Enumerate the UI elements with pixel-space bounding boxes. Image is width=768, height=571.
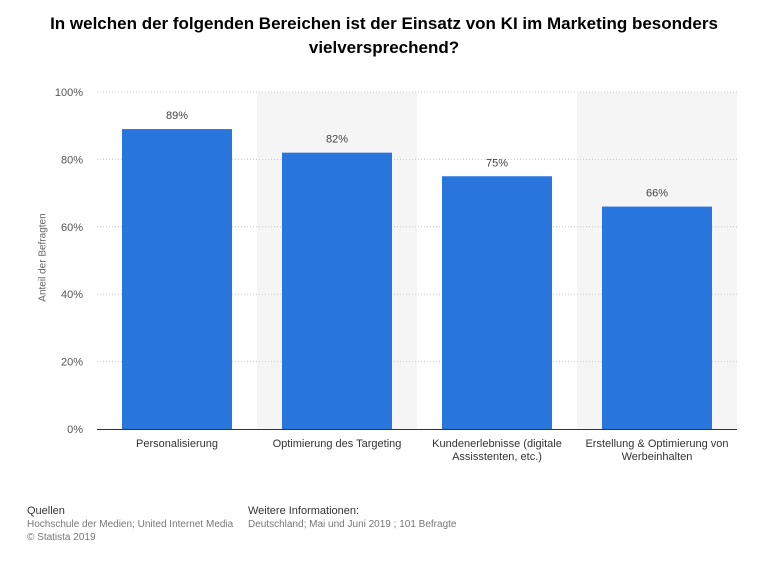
y-tick-label: 100% bbox=[55, 87, 83, 99]
bar bbox=[442, 176, 552, 429]
data-label: 89% bbox=[166, 110, 188, 122]
info-block: Weitere Informationen: Deutschland; Mai … bbox=[248, 505, 456, 531]
info-heading: Weitere Informationen: bbox=[248, 505, 360, 517]
x-tick-label: Optimierung des Targeting bbox=[273, 438, 402, 450]
bar bbox=[602, 206, 712, 429]
sources-text: Hochschule der Medien; United Internet M… bbox=[27, 519, 234, 530]
y-tick-label: 40% bbox=[61, 289, 83, 301]
y-axis-label: Anteil der Befragten bbox=[37, 213, 49, 302]
x-tick-label: Personalisierung bbox=[136, 438, 218, 450]
y-tick-label: 0% bbox=[67, 424, 83, 436]
data-label: 66% bbox=[646, 188, 668, 200]
y-tick-label: 80% bbox=[61, 154, 83, 166]
y-tick-label: 20% bbox=[61, 357, 83, 369]
bar bbox=[122, 129, 232, 429]
copyright-text: © Statista 2019 bbox=[27, 532, 96, 543]
x-tick-label: Assisstenten, etc.) bbox=[452, 451, 542, 463]
chart-title: In welchen der folgenden Bereichen ist d… bbox=[50, 14, 718, 57]
bar bbox=[282, 152, 392, 429]
x-tick-label: Werbeinhalten bbox=[622, 451, 693, 463]
data-label: 82% bbox=[326, 134, 348, 146]
x-tick-label: Kundenerlebnisse (digitale bbox=[432, 438, 562, 450]
sources-block: Quellen Hochschule der Medien; United In… bbox=[27, 505, 233, 544]
sources-heading: Quellen bbox=[27, 505, 65, 517]
info-text: Deutschland; Mai und Juni 2019 ; 101 Bef… bbox=[248, 519, 457, 530]
data-label: 75% bbox=[486, 157, 508, 169]
y-tick-label: 60% bbox=[61, 222, 83, 234]
x-tick-label: Erstellung & Optimierung von bbox=[585, 438, 728, 450]
